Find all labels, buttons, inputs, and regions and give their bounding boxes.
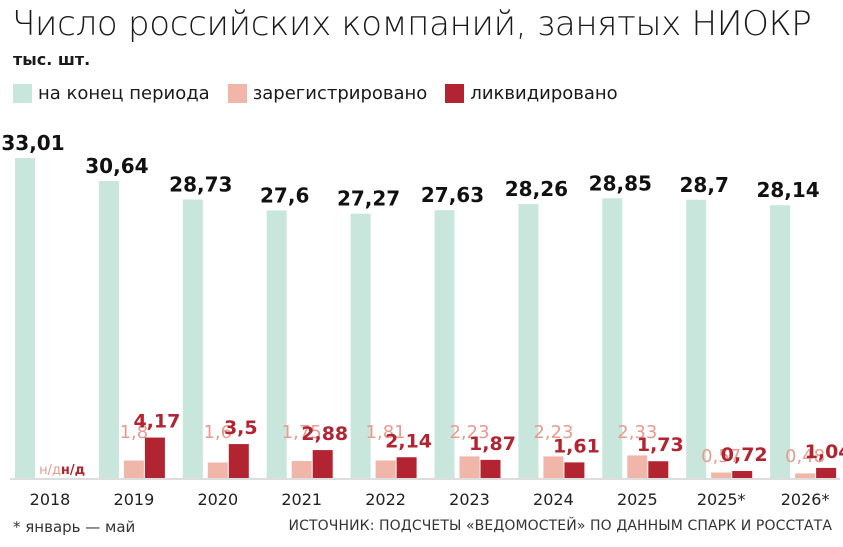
data-label-liquidated: 0,72 — [721, 444, 768, 466]
data-label-registered: 1,75 — [282, 422, 322, 443]
source-note: ИСТОЧНИК: ПОДСЧЕТЫ «ВЕДОМОСТЕЙ» ПО ДАННЫ… — [288, 518, 832, 534]
bar-liquidated — [816, 467, 837, 478]
data-label-total: 27,27 — [337, 187, 400, 211]
legend: на конец периода зарегистрировано ликвид… — [13, 83, 636, 104]
bar-total — [98, 180, 119, 478]
footnote: * январь — май — [13, 518, 136, 536]
bar-total — [770, 205, 791, 478]
data-label-liquidated: 1,61 — [553, 435, 600, 457]
unit-label: тыс. шт. — [13, 50, 91, 69]
bar-registered — [291, 461, 312, 478]
bar-liquidated — [732, 471, 753, 478]
bar-total — [350, 213, 371, 478]
x-tick-label: 2025 — [617, 490, 658, 509]
bar-total — [602, 198, 623, 478]
bar-total — [15, 158, 35, 478]
bar-liquidated — [312, 450, 333, 478]
bar-liquidated — [228, 444, 249, 478]
data-label-liquidated: 2,88 — [301, 423, 348, 445]
x-tick-label: 2024 — [533, 490, 574, 509]
data-label-total: 33,01 — [1, 131, 64, 155]
legend-swatch-registered — [227, 84, 247, 103]
data-label-liquidated: 3,5 — [224, 417, 258, 439]
x-tick-label: 2026* — [781, 490, 830, 509]
x-tick-label: 2022 — [365, 490, 406, 509]
bar-total — [518, 204, 539, 479]
chart-title: Число российских компаний, занятых НИОКР — [12, 4, 812, 44]
data-label-registered: 2,23 — [449, 422, 489, 443]
legend-swatch-total — [13, 84, 32, 103]
bar-total — [182, 199, 203, 478]
x-tick-label: 2025* — [697, 490, 746, 509]
data-label-total: 28,14 — [756, 178, 819, 202]
data-label-registered: 2,23 — [533, 422, 573, 443]
x-tick-label: 2019 — [114, 490, 155, 509]
bar-registered — [123, 460, 144, 478]
data-label-liquidated: 1,87 — [469, 433, 516, 455]
legend-label-total: на конец периода — [38, 83, 210, 104]
bar-registered — [375, 460, 396, 478]
bar-liquidated — [480, 459, 501, 478]
data-label-registered: 1,6 — [203, 422, 232, 443]
bar-registered — [543, 456, 564, 478]
data-label-registered: 0,57 — [701, 446, 741, 467]
data-label-liquidated: 1,73 — [637, 434, 684, 456]
x-tick-label: 2023 — [449, 490, 490, 509]
bar-total — [266, 210, 287, 479]
bar-registered — [207, 462, 228, 478]
data-label-total: 28,85 — [589, 171, 652, 195]
legend-label-registered: зарегистрировано — [252, 83, 428, 104]
data-label-liquidated: 4,17 — [133, 411, 180, 433]
bar-liquidated — [396, 457, 417, 478]
data-label-registered: 1,81 — [366, 422, 406, 443]
data-label-liquidated: н/д — [61, 463, 85, 478]
bar-total — [434, 210, 455, 478]
data-label-total: 28,73 — [169, 172, 232, 196]
legend-item-registered: зарегистрировано — [227, 83, 428, 104]
x-tick-label: 2020 — [197, 490, 238, 509]
bar-liquidated — [648, 461, 669, 478]
legend-item-liquidated: ликвидировано — [445, 83, 618, 104]
data-label-total: 27,63 — [421, 183, 484, 207]
x-tick-label: 2018 — [30, 490, 71, 509]
bar-registered — [795, 473, 816, 478]
data-label-registered: н/д — [39, 463, 61, 478]
bar-liquidated — [144, 437, 165, 478]
legend-label-liquidated: ликвидировано — [470, 83, 618, 104]
bar-registered — [627, 455, 648, 478]
data-label-total: 28,26 — [505, 177, 568, 201]
data-label-registered: 1,8 — [120, 422, 149, 443]
bar-registered — [459, 456, 480, 478]
data-label-total: 30,64 — [85, 154, 148, 178]
bar-registered — [711, 472, 732, 478]
data-label-total: 28,7 — [680, 173, 729, 197]
bar-total — [686, 199, 707, 478]
data-label-liquidated: 2,14 — [385, 430, 432, 452]
data-label-total: 27,6 — [260, 183, 309, 207]
data-label-registered: 0,48 — [785, 446, 825, 467]
x-tick-label: 2021 — [281, 490, 322, 509]
data-label-liquidated: 1,04 — [805, 441, 843, 463]
bar-liquidated — [564, 462, 585, 478]
legend-item-total: на конец периода — [13, 83, 210, 104]
legend-swatch-liquidated — [445, 84, 465, 103]
data-label-registered: 2,33 — [617, 422, 657, 443]
